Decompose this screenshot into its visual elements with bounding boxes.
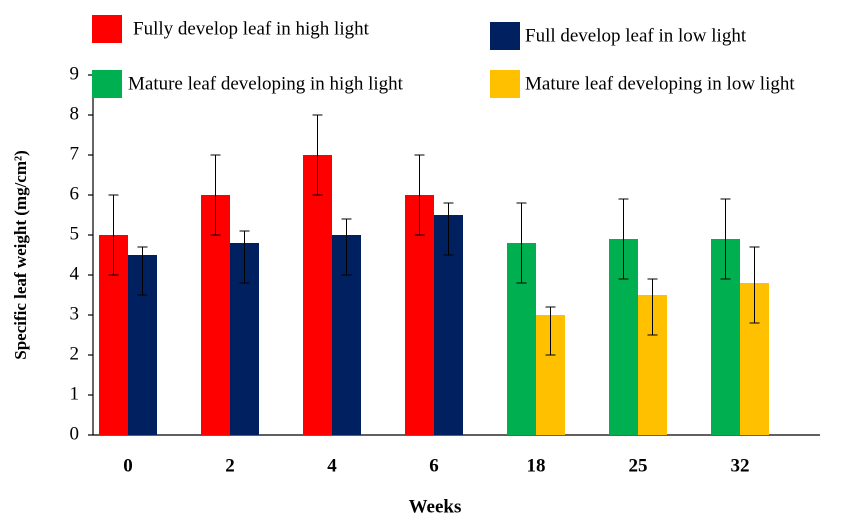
error-bar (749, 246, 760, 324)
error-bar (341, 218, 352, 276)
y-tick-label: 5 (70, 223, 80, 244)
error-bar (239, 230, 250, 284)
y-tick-label: 0 (70, 423, 80, 444)
x-tick-label: 18 (527, 455, 546, 476)
y-tick-label: 9 (70, 63, 80, 84)
y-tick-label: 2 (70, 343, 80, 364)
legend-label: Mature leaf developing in low light (525, 73, 795, 94)
y-tick-label: 7 (70, 143, 80, 164)
x-tick-label: 2 (225, 455, 235, 476)
y-tick-label: 4 (70, 263, 80, 284)
x-tick-label: 4 (327, 455, 337, 476)
error-bar (647, 278, 658, 336)
x-tick-label: 0 (123, 455, 133, 476)
legend-swatch (490, 22, 520, 50)
error-bar (545, 306, 556, 356)
error-bar (137, 246, 148, 296)
error-bar (618, 198, 629, 280)
legend-label: Mature leaf developing in high light (128, 73, 404, 94)
x-axis-label: Weeks (409, 496, 462, 517)
error-bar (516, 202, 527, 284)
error-bar (414, 154, 425, 236)
x-tick-label: 25 (629, 455, 648, 476)
y-tick-label: 1 (70, 383, 80, 404)
bar (303, 155, 332, 435)
x-tick-label: 6 (429, 455, 439, 476)
y-tick-label: 3 (70, 303, 80, 324)
legend-label: Full develop leaf in low light (525, 25, 747, 46)
legend-label: Fully develop leaf in high light (133, 18, 370, 39)
y-axis-label: Specific leaf weight (mg/cm²) (11, 150, 30, 360)
x-tick-label: 32 (731, 455, 750, 476)
error-bar (312, 114, 323, 196)
y-tick-label: 6 (70, 183, 80, 204)
error-bar (210, 154, 221, 236)
legend-swatch (92, 15, 122, 43)
y-tick-label: 8 (70, 103, 80, 124)
legend-swatch (92, 70, 122, 98)
legend-swatch (490, 70, 520, 98)
error-bar (720, 198, 731, 280)
error-bar (443, 202, 454, 256)
error-bar (108, 194, 119, 276)
